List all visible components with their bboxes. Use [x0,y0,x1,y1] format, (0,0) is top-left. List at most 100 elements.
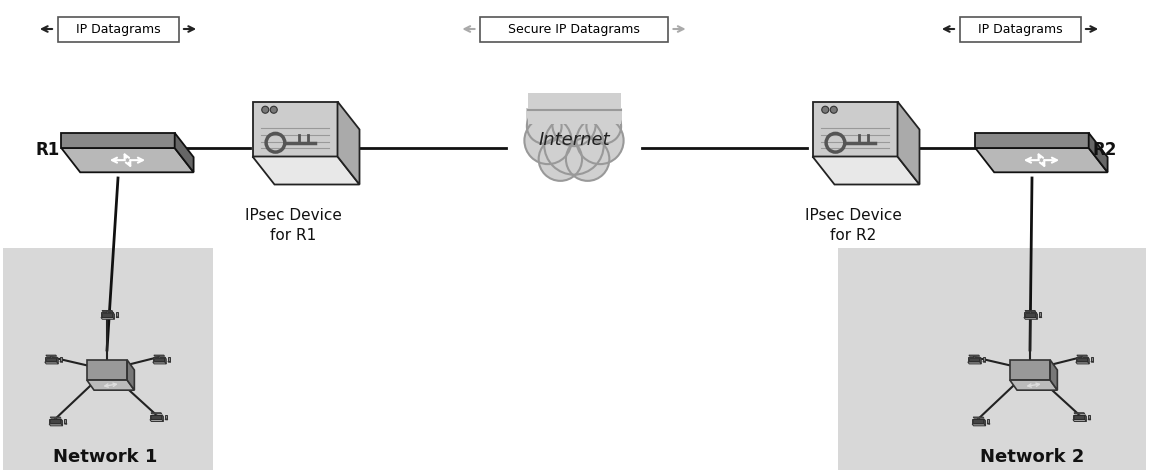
Polygon shape [253,157,360,185]
Polygon shape [897,101,919,185]
Polygon shape [61,419,62,426]
Text: IP Datagrams: IP Datagrams [978,23,1063,35]
Polygon shape [973,420,984,423]
Polygon shape [116,317,118,318]
Polygon shape [987,423,990,424]
Polygon shape [153,362,167,364]
Polygon shape [168,357,170,362]
Polygon shape [149,414,162,420]
Polygon shape [113,312,115,319]
Polygon shape [1075,362,1089,364]
FancyBboxPatch shape [838,248,1146,470]
Polygon shape [967,357,980,362]
Circle shape [524,117,571,164]
Polygon shape [1077,355,1088,356]
Polygon shape [1024,312,1036,317]
FancyBboxPatch shape [525,108,623,142]
Polygon shape [1010,380,1057,390]
Polygon shape [987,419,989,423]
Polygon shape [128,360,134,390]
Text: Network 2: Network 2 [980,448,1085,466]
Polygon shape [175,133,193,172]
Polygon shape [976,133,1089,148]
Text: Internet: Internet [538,131,610,149]
Polygon shape [969,357,979,361]
Polygon shape [338,101,360,185]
Polygon shape [51,420,60,423]
Polygon shape [1075,357,1088,362]
Circle shape [577,117,624,164]
Polygon shape [165,357,167,364]
Circle shape [831,106,838,113]
Polygon shape [51,417,61,418]
FancyBboxPatch shape [959,17,1080,42]
Polygon shape [1073,420,1087,421]
Polygon shape [985,419,986,426]
Polygon shape [57,357,59,364]
Polygon shape [1090,357,1093,362]
Circle shape [539,137,583,181]
Polygon shape [116,312,118,317]
Text: IPsec Device
for R2: IPsec Device for R2 [804,208,902,243]
Text: IPsec Device
for R1: IPsec Device for R1 [245,208,341,243]
Polygon shape [154,357,163,361]
Polygon shape [1074,413,1085,414]
Polygon shape [64,419,67,423]
Polygon shape [812,157,919,185]
Polygon shape [1077,357,1087,361]
Polygon shape [1088,414,1090,419]
Polygon shape [162,414,163,421]
Polygon shape [1039,317,1042,318]
Circle shape [270,106,277,113]
Polygon shape [1089,133,1108,172]
Polygon shape [151,413,162,414]
Circle shape [262,106,269,113]
FancyBboxPatch shape [527,93,620,125]
Polygon shape [101,312,113,317]
Text: Network 1: Network 1 [53,448,157,466]
Polygon shape [1039,312,1041,317]
Circle shape [822,106,828,113]
Polygon shape [61,148,193,172]
Polygon shape [253,101,338,157]
Text: R1: R1 [36,141,60,159]
Polygon shape [1074,415,1084,419]
Circle shape [566,137,609,181]
Circle shape [527,109,562,143]
Polygon shape [149,420,163,421]
Polygon shape [49,424,62,426]
Polygon shape [982,357,985,362]
Polygon shape [101,317,115,319]
Polygon shape [1085,414,1087,421]
Polygon shape [152,415,161,419]
Polygon shape [165,419,168,420]
Polygon shape [972,424,986,426]
Polygon shape [1088,357,1089,364]
Polygon shape [165,414,168,419]
FancyBboxPatch shape [480,17,668,42]
FancyBboxPatch shape [57,17,178,42]
Polygon shape [973,417,984,418]
Text: Secure IP Datagrams: Secure IP Datagrams [508,23,640,35]
Polygon shape [87,360,128,380]
Polygon shape [1010,360,1050,380]
Polygon shape [102,311,113,312]
Circle shape [545,115,603,175]
Circle shape [553,103,595,146]
Polygon shape [49,419,61,424]
Polygon shape [967,362,981,364]
Circle shape [586,109,622,143]
Polygon shape [46,357,55,361]
Polygon shape [976,148,1108,172]
Polygon shape [1073,414,1085,420]
Polygon shape [102,313,111,317]
Polygon shape [60,357,62,362]
Polygon shape [46,355,56,356]
Polygon shape [45,357,57,362]
Polygon shape [64,423,67,424]
Polygon shape [1025,313,1035,317]
Polygon shape [45,362,59,364]
Text: R2: R2 [1092,141,1117,159]
FancyBboxPatch shape [3,248,213,470]
Polygon shape [153,357,165,362]
